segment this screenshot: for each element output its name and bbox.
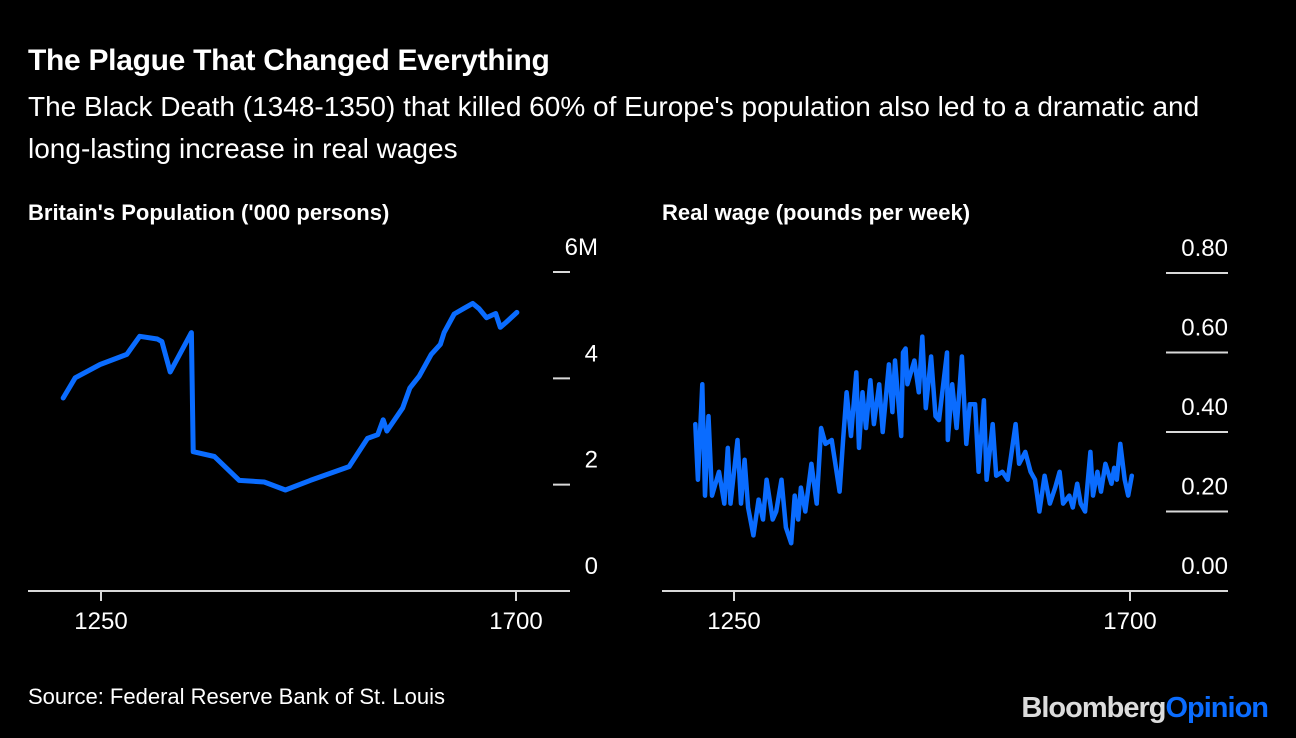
- wage-series-line: [693, 334, 1135, 546]
- wage-y-tick-label: 0.40: [1181, 394, 1228, 421]
- wage-y-tick-label: 0.80: [1181, 235, 1228, 262]
- wage-x-tick-label: 1700: [1103, 608, 1156, 635]
- source-note: Source: Federal Reserve Bank of St. Loui…: [28, 684, 445, 709]
- chart-subtitle: The Black Death (1348-1350) that killed …: [28, 91, 1200, 164]
- population-y-tick-label: 4: [585, 340, 598, 367]
- population-chart-title: Britain's Population ('000 persons): [28, 200, 390, 225]
- population-y-tick-label: 2: [585, 447, 598, 474]
- population-y-tick-label: 6M: [565, 234, 598, 261]
- bloomberg-opinion-logo: BloombergOpinion: [1021, 692, 1269, 725]
- chart-title: The Plague That Changed Everything: [28, 44, 550, 77]
- wage-y-tick-label: 0.60: [1181, 315, 1228, 342]
- logo-bloomberg: Bloomberg: [1021, 692, 1166, 724]
- wage-x-tick-label: 1250: [707, 608, 760, 635]
- population-y-tick-label: 0: [585, 553, 598, 580]
- population-x-tick-label: 1700: [489, 608, 542, 635]
- population-series-line: [60, 300, 520, 493]
- logo-opinion: Opinion: [1165, 692, 1269, 724]
- wage-chart-title: Real wage (pounds per week): [662, 200, 971, 225]
- wage-y-tick-label: 0.20: [1181, 474, 1228, 501]
- population-x-tick-label: 1250: [74, 608, 127, 635]
- wage-y-tick-label: 0.00: [1181, 553, 1228, 580]
